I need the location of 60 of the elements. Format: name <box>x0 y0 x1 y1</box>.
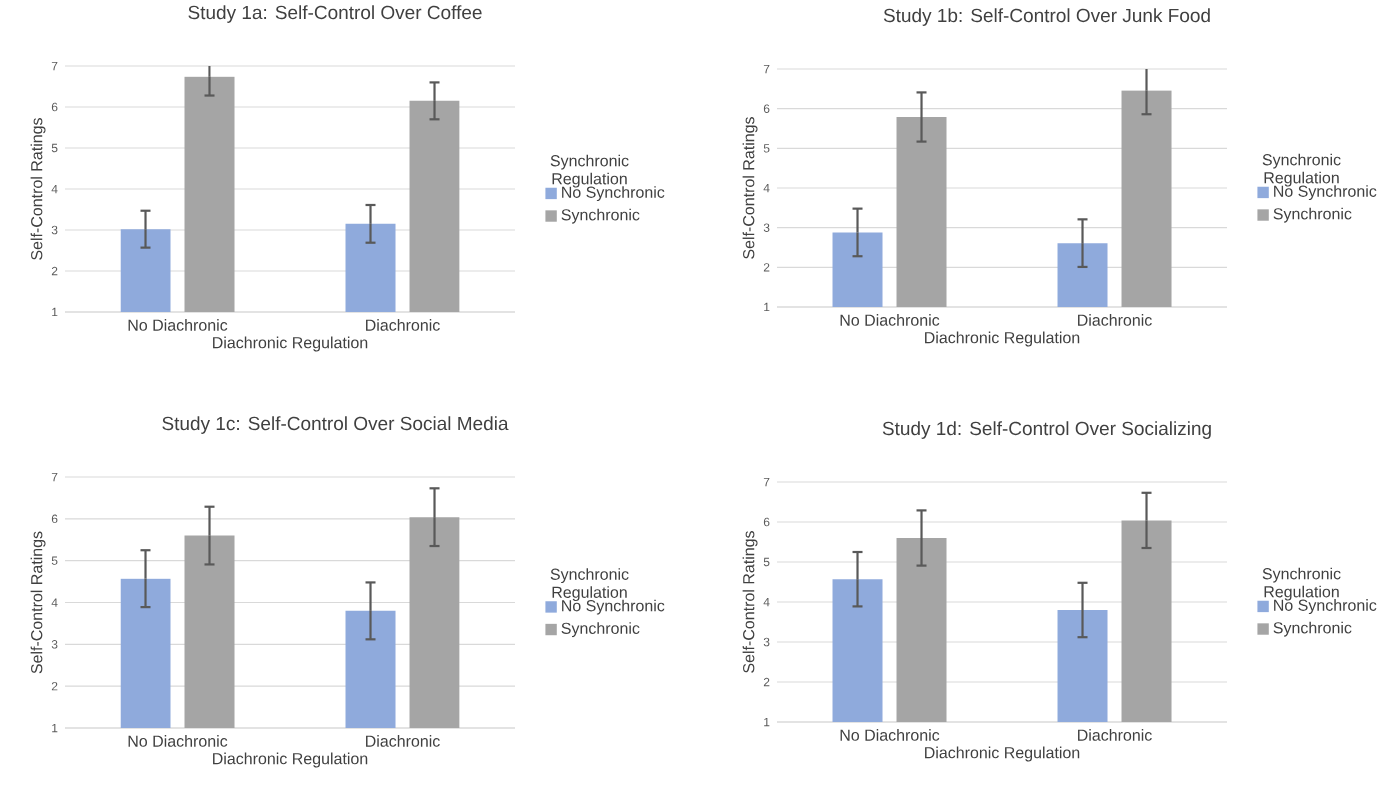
y-tick-label: 5 <box>763 557 770 567</box>
legend-label: No Synchronic <box>1274 185 1377 201</box>
x-axis-title: Diachronic Regulation <box>925 746 1080 762</box>
x-tick-label: Diachronic <box>366 735 440 747</box>
chart-title: Study 1a: Self-Control Over Coffee <box>188 5 482 23</box>
y-tick-label: 4 <box>763 597 770 607</box>
y-tick-label: 5 <box>763 144 770 153</box>
legend-label: No Synchronic <box>562 186 665 202</box>
x-tick-label: Diachronic <box>1078 314 1152 326</box>
chart-title: Study 1b: Self-Control Over Junk Food <box>883 8 1210 26</box>
y-tick-label: 2 <box>51 266 58 276</box>
legend-label: No Synchronic <box>562 599 665 615</box>
y-tick-label: 6 <box>51 514 58 524</box>
x-tick-label: No Diachronic <box>840 314 940 326</box>
y-tick-label: 4 <box>51 184 58 194</box>
legend-title: Synchronic Regulation <box>550 154 629 188</box>
y-tick-label: 3 <box>763 637 770 647</box>
y-tick-label: 2 <box>763 263 770 272</box>
y-tick-label: 1 <box>764 717 770 727</box>
x-tick-label: No Diachronic <box>840 729 940 741</box>
y-tick-label: 4 <box>51 598 58 607</box>
legend-title: Synchronic Regulation <box>550 568 629 602</box>
y-tick-label: 6 <box>763 104 770 113</box>
y-tick-label: 3 <box>763 223 770 232</box>
y-tick-label: 1 <box>52 723 58 733</box>
x-axis-title: Diachronic Regulation <box>213 336 368 352</box>
y-tick-label: 4 <box>763 183 770 193</box>
x-tick-label: Diachronic <box>366 319 440 331</box>
y-axis-title: Self-Control Ratings <box>742 531 758 673</box>
y-tick-label: 6 <box>763 517 770 527</box>
y-tick-label: 7 <box>51 472 58 482</box>
x-tick-label: Diachronic <box>1078 729 1152 741</box>
legend-title: Synchronic Regulation <box>1262 153 1341 187</box>
x-axis-title: Diachronic Regulation <box>925 331 1080 347</box>
legend-label: Synchronic <box>1273 207 1352 223</box>
chart-title: Study 1d: Self-Control Over Socializing <box>882 421 1211 439</box>
legend-label: Synchronic <box>1273 621 1352 637</box>
legend-label: Synchronic <box>561 622 640 638</box>
y-tick-label: 5 <box>51 556 58 565</box>
y-tick-label: 7 <box>763 477 770 487</box>
x-tick-label: No Diachronic <box>128 735 228 747</box>
y-tick-label: 1 <box>52 307 58 317</box>
y-tick-label: 3 <box>51 640 58 649</box>
x-axis-title: Diachronic Regulation <box>213 752 368 768</box>
y-axis-title: Self-Control Ratings <box>30 118 46 260</box>
y-axis-title: Self-Control Ratings <box>30 531 46 674</box>
y-tick-label: 6 <box>51 102 58 112</box>
legend-title: Synchronic Regulation <box>1262 567 1341 601</box>
chart-title: Study 1c: Self-Control Over Social Media <box>162 416 509 434</box>
y-axis-title: Self-Control Ratings <box>742 117 758 259</box>
y-tick-label: 3 <box>51 225 58 235</box>
y-tick-label: 7 <box>763 64 770 74</box>
y-tick-label: 2 <box>763 677 770 687</box>
legend-label: Synchronic <box>561 208 640 224</box>
y-tick-label: 7 <box>51 61 58 71</box>
legend-label: No Synchronic <box>1274 599 1377 615</box>
y-tick-label: 1 <box>764 302 770 312</box>
y-tick-label: 2 <box>51 681 58 691</box>
x-tick-label: No Diachronic <box>128 319 228 331</box>
y-tick-label: 5 <box>51 143 58 153</box>
